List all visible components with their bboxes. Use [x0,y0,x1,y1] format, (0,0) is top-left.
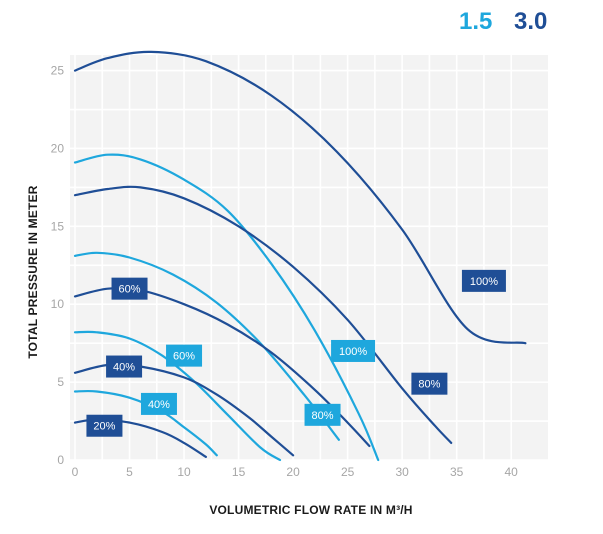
plot-background [70,55,548,460]
x-tick-label: 10 [177,465,191,479]
curve-3-0-100pct [73,50,527,345]
curve-label: 100% [331,339,376,362]
curve-label-box [106,355,143,378]
curve-1-5-60pct [73,330,282,462]
curve-label-box [304,403,341,426]
x-tick-label: 25 [341,465,355,479]
y-tick-label: 25 [51,64,65,78]
curve-label-text: 40% [113,362,135,374]
x-axis-title: VOLUMETRIC FLOW RATE IN M³/H [209,503,412,517]
curve-label-text: 40% [148,399,170,411]
x-tick-label: 5 [126,465,133,479]
curve-label: 80% [411,372,448,395]
curve-label-text: 100% [339,346,367,358]
curve-label-box [331,339,376,362]
curve-label-text: 100% [470,276,498,288]
curve-label: 20% [86,414,123,437]
curve-label-box [166,344,203,367]
curve-labels: 60% 60% 40% 40% 20% 100% 80% 80% 100% [86,269,506,437]
curve-1-5-80pct [73,251,340,441]
y-tick-labels: 0 5 10 15 20 25 [51,64,65,467]
curve-3-0-80pct [73,185,453,444]
y-tick-label: 15 [51,219,65,233]
legend-3-0: 3.0 [514,8,547,35]
curve-label-box [111,277,148,300]
x-tick-label: 0 [72,465,79,479]
curve-label: 60% [166,344,203,367]
y-tick-label: 0 [57,453,64,467]
curve-1-5-100pct [73,153,380,462]
curve-label-text: 20% [93,421,115,433]
curve-label-text: 60% [173,351,195,363]
x-tick-labels: 0 5 10 15 20 25 30 35 40 [72,465,519,479]
curve-label-text: 60% [119,284,141,296]
y-tick-label: 5 [57,375,64,389]
curve-label-box [411,372,448,395]
curve-label: 80% [304,403,341,426]
curve-label-box [140,392,177,415]
y-tick-label: 20 [51,141,65,155]
curve-label: 40% [106,355,143,378]
y-axis-title: TOTAL PRESSURE IN METER [26,185,40,358]
curve-label: 100% [461,269,506,292]
legend-1-5: 1.5 [459,8,492,35]
x-tick-label: 20 [286,465,300,479]
curve-label: 40% [140,392,177,415]
y-tick-label: 10 [51,297,65,311]
curve-label-text: 80% [418,379,440,391]
curve-label-text: 80% [312,410,334,422]
x-tick-label: 40 [505,465,519,479]
curve-label-box [461,269,506,292]
x-tick-label: 35 [450,465,464,479]
x-tick-label: 30 [395,465,409,479]
curve-label: 60% [111,277,148,300]
x-tick-label: 15 [232,465,246,479]
curve-label-box [86,414,123,437]
